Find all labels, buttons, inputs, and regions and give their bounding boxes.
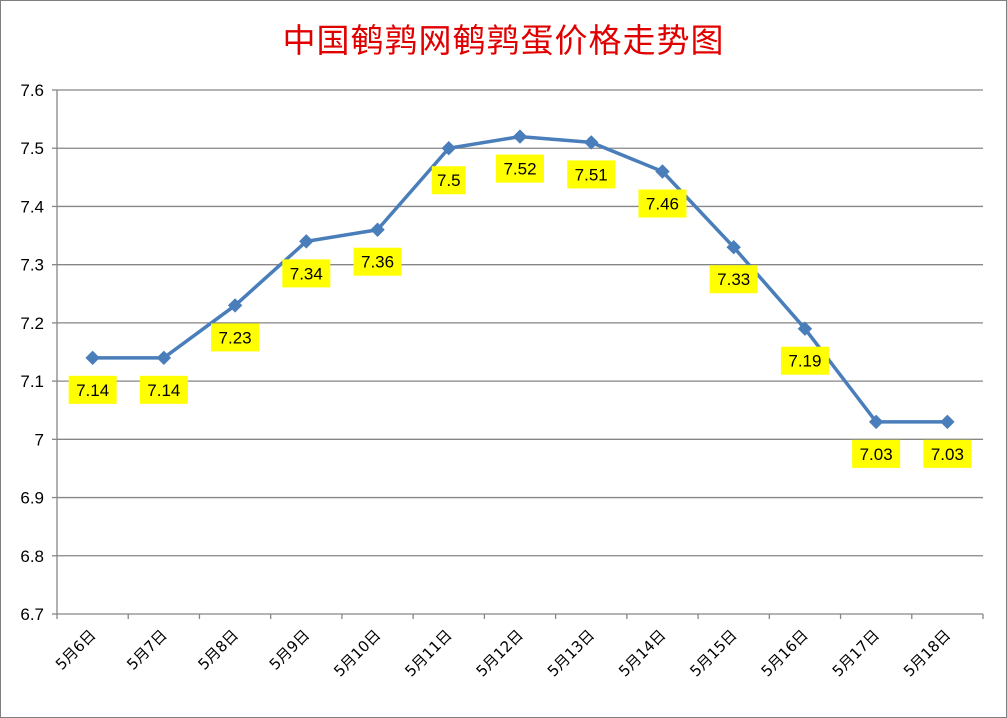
- data-label-text: 7.36: [361, 253, 394, 272]
- series-markers: [85, 129, 955, 430]
- data-label-bg: [282, 259, 331, 288]
- data-label: 7.03: [852, 439, 901, 468]
- y-tick-label: 7.6: [20, 81, 44, 100]
- data-label: 7.14: [68, 375, 117, 404]
- data-label-text: 7.03: [860, 445, 893, 464]
- data-label: 7.51: [567, 160, 616, 189]
- data-point: [85, 350, 100, 366]
- x-tick-label: 5月9日: [266, 626, 313, 673]
- data-label-bg: [709, 265, 758, 294]
- data-label-text: 7.19: [788, 352, 821, 371]
- data-point: [227, 298, 243, 313]
- data-point: [512, 129, 528, 144]
- data-point: [441, 141, 456, 156]
- axes: [52, 89, 984, 619]
- data-label: 7.52: [496, 154, 544, 183]
- data-label: 7.34: [282, 259, 331, 288]
- x-tick-label: 5月13日: [544, 626, 598, 680]
- data-label-text: 7.14: [147, 381, 180, 400]
- data-label-bg: [211, 323, 260, 352]
- y-tick-label: 7: [35, 430, 44, 449]
- data-label: 7.33: [709, 265, 758, 294]
- data-label: 7.36: [353, 247, 402, 276]
- y-tick-label: 7.4: [20, 197, 44, 216]
- x-tick-label: 5月18日: [900, 626, 954, 680]
- data-label-bg: [567, 160, 616, 189]
- chart-title: 中国鹌鹑网鹌鹑蛋价格走势图: [282, 21, 725, 60]
- data-label-bg: [496, 154, 544, 183]
- data-labels: 7.14 7.14 7.23 7.34 7.36 7.5 7.52 7.51 7.46 7.33 7…: [68, 154, 972, 468]
- data-label-text: 7.52: [503, 160, 536, 179]
- data-point: [868, 414, 884, 430]
- data-label-text: 7.5: [437, 171, 461, 190]
- data-label: 7.5: [431, 166, 466, 195]
- y-tick-label: 6.7: [20, 605, 44, 624]
- data-label-bg: [431, 166, 466, 195]
- x-tick-label: 5月17日: [829, 626, 883, 680]
- x-tick-label: 5月6日: [52, 626, 99, 673]
- y-tick-label: 7.2: [20, 314, 44, 333]
- x-tick-label: 5月10日: [330, 626, 384, 680]
- data-point: [156, 350, 172, 366]
- data-label-text: 7.33: [717, 270, 750, 289]
- data-label-bg: [68, 375, 117, 404]
- y-tick-label: 7.3: [20, 256, 44, 275]
- x-tick-label: 5月11日: [401, 626, 455, 680]
- x-tick-label: 5月14日: [615, 626, 669, 680]
- data-point: [726, 239, 741, 255]
- data-label: 7.23: [211, 323, 260, 352]
- data-label: 7.19: [780, 346, 829, 375]
- x-tick-label: 5月15日: [686, 626, 740, 680]
- data-label-text: 7.34: [290, 264, 323, 283]
- data-label: 7.46: [638, 189, 687, 218]
- data-label-bg: [852, 439, 901, 468]
- data-label-bg: [780, 346, 829, 375]
- y-tick-label: 6.8: [20, 547, 44, 566]
- x-tick-labels: 5月6日 5月7日 5月8日 5月9日 5月10日 5月11日 5月12日 5月13日 5月14…: [52, 626, 954, 680]
- data-label-bg: [139, 375, 188, 404]
- y-tick-label: 6.9: [20, 489, 44, 508]
- x-tick-label: 5月8日: [194, 626, 241, 673]
- data-label-bg: [353, 247, 402, 276]
- data-point: [940, 414, 955, 430]
- data-point: [797, 321, 813, 336]
- data-label: 7.14: [139, 375, 188, 404]
- y-tick-label: 7.1: [20, 372, 44, 391]
- data-point: [299, 234, 314, 249]
- y-tick-label: 7.5: [20, 139, 44, 158]
- data-label-bg: [923, 439, 972, 468]
- gridlines: [57, 89, 983, 615]
- data-label-bg: [638, 189, 687, 218]
- x-tick-label: 5月12日: [473, 626, 527, 680]
- data-label-text: 7.46: [646, 195, 679, 214]
- x-tick-label: 5月7日: [123, 626, 170, 673]
- x-tick-label: 5月16日: [758, 626, 812, 680]
- data-label-text: 7.14: [76, 381, 109, 400]
- y-tick-labels: 7.6 7.5 7.4 7.3 7.2 7.1 7 6.9 6.8 6.7: [20, 81, 44, 624]
- data-point: [370, 222, 385, 237]
- data-label: 7.03: [923, 439, 972, 468]
- data-label-text: 7.51: [575, 165, 608, 184]
- data-point: [655, 164, 670, 179]
- data-label-text: 7.03: [931, 445, 964, 464]
- data-point: [584, 135, 599, 150]
- data-label-text: 7.23: [219, 328, 252, 347]
